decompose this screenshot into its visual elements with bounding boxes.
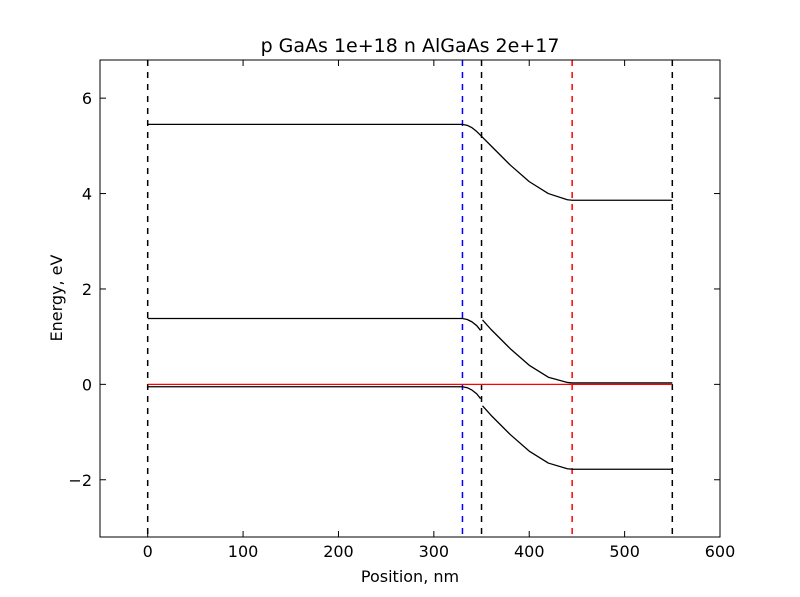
- axis-ticks: 0 100 200 300 400 500 600 −2 0 2 4 6: [68, 60, 735, 561]
- x-tick-label: 200: [323, 542, 354, 561]
- x-tick-label: 0: [143, 542, 153, 561]
- x-tick-label: 600: [705, 542, 736, 561]
- reference-lines: [146, 60, 674, 537]
- chart-title: p GaAs 1e+18 n AlGaAs 2e+17: [261, 35, 560, 57]
- y-axis-label: Energy, eV: [47, 254, 66, 341]
- plot-frame: [99, 59, 721, 538]
- y-tick-label: −2: [68, 471, 92, 490]
- x-tick-label: 300: [419, 542, 450, 561]
- y-tick-label: 2: [82, 280, 92, 299]
- y-tick-label: 4: [82, 185, 92, 204]
- series-line-2: [482, 319, 673, 384]
- y-tick-label: 6: [82, 89, 92, 108]
- band-series: [147, 123, 673, 470]
- series-line-1: [147, 317, 482, 331]
- series-line-4: [482, 405, 673, 470]
- series-line-3: [147, 386, 482, 400]
- y-tick-label: 0: [82, 375, 92, 394]
- series-line-0: [147, 123, 673, 201]
- x-tick-label: 400: [514, 542, 545, 561]
- x-axis-label: Position, nm: [361, 567, 459, 586]
- x-tick-label: 500: [609, 542, 640, 561]
- x-tick-label: 100: [228, 542, 259, 561]
